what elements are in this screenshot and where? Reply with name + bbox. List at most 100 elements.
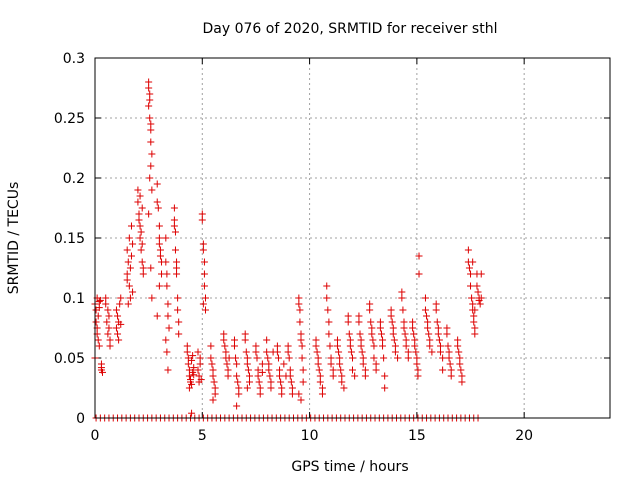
data-point <box>233 360 241 368</box>
data-point <box>145 210 153 218</box>
data-point <box>243 360 251 368</box>
data-point <box>391 348 399 356</box>
data-point <box>424 324 432 332</box>
data-point <box>185 384 193 392</box>
data-point <box>139 270 147 278</box>
data-point <box>200 270 208 278</box>
data-point <box>325 330 333 338</box>
data-point <box>223 360 231 368</box>
data-point <box>97 364 105 372</box>
data-point <box>137 246 145 254</box>
data-point <box>434 330 442 338</box>
data-point <box>439 354 447 362</box>
data-point <box>402 336 410 344</box>
data-point <box>209 396 217 404</box>
data-point <box>421 306 429 314</box>
data-point <box>115 336 123 344</box>
data-point <box>347 348 355 356</box>
data-point <box>351 372 359 380</box>
data-point <box>123 246 131 254</box>
data-point <box>106 336 114 344</box>
data-point <box>443 330 451 338</box>
data-point <box>210 378 218 386</box>
data-point <box>426 336 434 344</box>
data-point <box>273 342 281 350</box>
x-axis-title: GPS time / hours <box>291 459 408 475</box>
data-point <box>414 372 422 380</box>
data-point <box>314 354 322 362</box>
data-point <box>329 366 337 374</box>
data-point <box>296 306 304 314</box>
data-point <box>447 372 455 380</box>
data-point <box>188 380 196 388</box>
data-point <box>409 324 417 332</box>
data-point <box>424 318 432 326</box>
data-point <box>116 300 124 308</box>
data-point <box>171 228 179 236</box>
data-point <box>387 312 395 320</box>
data-point <box>318 390 326 398</box>
data-point <box>202 306 210 314</box>
data-point <box>316 372 324 380</box>
data-point <box>208 360 216 368</box>
data-point <box>380 354 388 362</box>
data-point <box>359 354 367 362</box>
data-point <box>469 300 477 308</box>
data-point <box>124 258 132 266</box>
y-tick-label: 0.1 <box>63 291 85 307</box>
data-point <box>95 342 103 350</box>
data-point <box>105 324 113 332</box>
data-point <box>327 360 335 368</box>
x-tick-label: 15 <box>408 428 426 444</box>
data-point <box>432 300 440 308</box>
data-point <box>474 288 482 296</box>
data-point <box>404 354 412 362</box>
data-point <box>324 306 332 314</box>
data-point <box>174 306 182 314</box>
data-point <box>287 378 295 386</box>
data-point <box>105 312 113 320</box>
data-point <box>162 336 170 344</box>
data-point <box>425 330 433 338</box>
data-point <box>164 366 172 374</box>
data-point <box>389 324 397 332</box>
data-point <box>456 360 464 368</box>
data-point <box>404 348 412 356</box>
data-point <box>232 354 240 362</box>
data-point <box>400 324 408 332</box>
data-point <box>136 222 144 230</box>
data-points <box>91 78 485 422</box>
data-point <box>368 324 376 332</box>
data-point <box>224 366 232 374</box>
data-point <box>356 330 364 338</box>
data-point <box>196 360 204 368</box>
data-point <box>254 372 262 380</box>
data-point <box>117 320 125 328</box>
data-point <box>95 298 103 306</box>
data-point <box>435 336 443 344</box>
data-point <box>146 114 154 122</box>
data-point <box>327 354 335 362</box>
data-point <box>423 312 431 320</box>
data-point <box>265 366 273 374</box>
data-point <box>432 306 440 314</box>
data-point <box>288 390 296 398</box>
data-point <box>224 372 232 380</box>
data-point <box>162 234 170 242</box>
data-point <box>345 330 353 338</box>
data-point <box>469 258 477 266</box>
data-point <box>175 330 183 338</box>
data-point <box>426 342 434 350</box>
data-point <box>409 318 417 326</box>
data-point <box>171 246 179 254</box>
data-point <box>147 162 155 170</box>
data-point <box>280 360 288 368</box>
data-point <box>299 378 307 386</box>
data-point <box>194 366 202 374</box>
data-point <box>329 372 337 380</box>
data-point <box>299 366 307 374</box>
data-point <box>361 366 369 374</box>
data-point <box>163 348 171 356</box>
data-point <box>125 282 133 290</box>
data-point <box>174 294 182 302</box>
